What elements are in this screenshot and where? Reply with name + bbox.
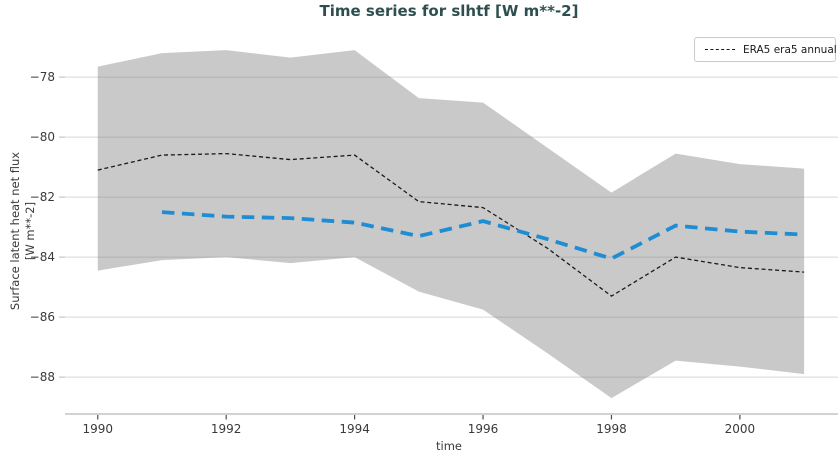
y-axis-label-line1: Surface latent heat net flux: [8, 151, 23, 311]
y-tick-label: −82: [30, 190, 55, 204]
x-tick-label: 2000: [725, 422, 756, 436]
y-tick-label: −86: [30, 310, 55, 324]
y-tick-label: −78: [30, 70, 55, 84]
x-tick-label: 1992: [211, 422, 242, 436]
y-axis-label-line2: [W m**-2]: [23, 201, 37, 261]
x-tick-label: 1990: [82, 422, 113, 436]
x-axis-label: time: [436, 439, 462, 453]
x-tick-label: 1996: [468, 422, 499, 436]
y-axis-label: Surface latent heat net flux [W m**-2]: [8, 71, 38, 391]
x-tick-label: 1994: [339, 422, 370, 436]
blue-dashed-mean-line: [161, 210, 805, 261]
legend-entry-label: ERA5 era5 annual: [743, 43, 837, 56]
y-tick-label: −84: [30, 250, 55, 264]
era5-annual-line: [97, 152, 805, 297]
chart-title: Time series for slhtf [W m**-2]: [319, 2, 579, 20]
uncertainty-range: [97, 50, 805, 399]
legend-box: ERA5 era5 annual: [694, 37, 837, 62]
x-tick-label: 1998: [596, 422, 627, 436]
y-tick-label: −88: [30, 370, 55, 384]
y-tick-label: −80: [30, 130, 55, 144]
legend-dashed-line-icon: [705, 49, 735, 50]
